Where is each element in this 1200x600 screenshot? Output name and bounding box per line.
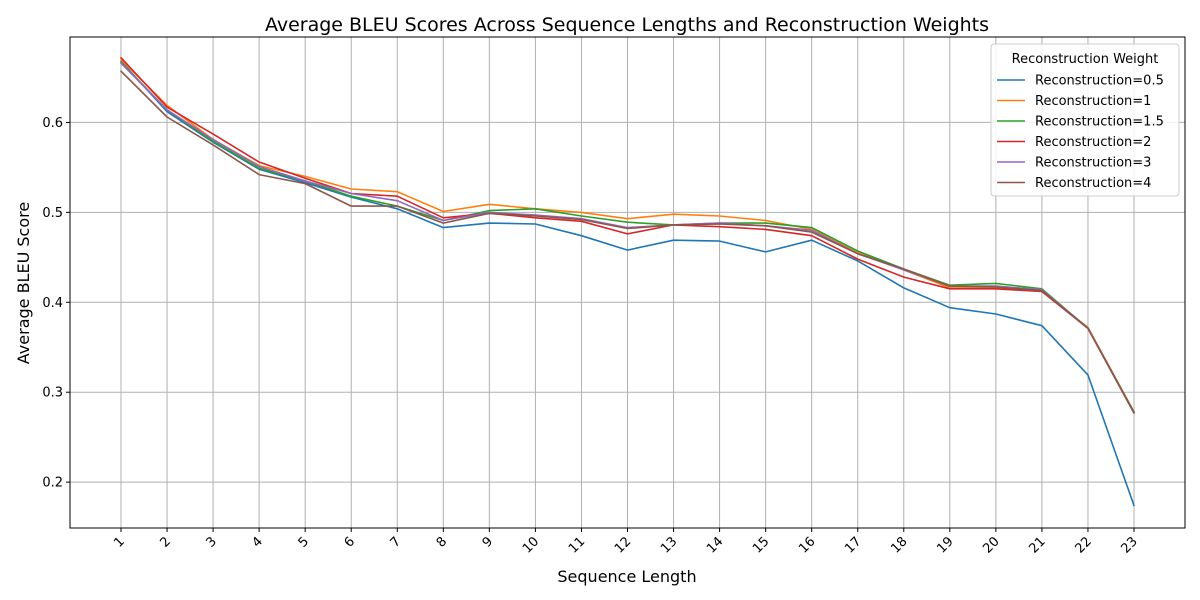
- legend-label: Reconstruction=4: [1035, 176, 1151, 191]
- grid: [70, 37, 1185, 528]
- x-tick-label: 3: [203, 534, 219, 550]
- x-tick-label: 1: [111, 534, 127, 550]
- legend-label: Reconstruction=1: [1035, 94, 1151, 109]
- legend: Reconstruction Weight Reconstruction=0.5…: [990, 43, 1180, 197]
- y-tick-label: 0.2: [42, 476, 63, 491]
- x-tick-label: 10: [520, 534, 542, 556]
- series-line-4: [120, 56, 1135, 414]
- x-axis-title: Sequence Length: [557, 567, 696, 586]
- legend-label: Reconstruction=0.5: [1035, 74, 1164, 89]
- x-tick-label: 11: [566, 534, 588, 556]
- legend-items: Reconstruction=0.5 Reconstruction=1 Recons…: [997, 74, 1164, 191]
- legend-label: Reconstruction=1.5: [1035, 115, 1164, 130]
- legend-label: Reconstruction=3: [1035, 156, 1151, 171]
- x-tick-label: 7: [388, 534, 404, 550]
- series-line-6: [120, 70, 1135, 414]
- y-axis-title: Average BLEU Score: [14, 202, 33, 364]
- legend-box: [990, 43, 1180, 197]
- x-tick-label: 23: [1119, 534, 1141, 556]
- x-tick-label: 15: [750, 534, 772, 556]
- series-lines: [120, 56, 1135, 507]
- x-tick-label: 5: [296, 534, 312, 550]
- chart-title: Average BLEU Scores Across Sequence Leng…: [265, 14, 989, 36]
- x-tick-label: 21: [1026, 534, 1048, 556]
- x-tick-label: 19: [934, 534, 956, 556]
- x-tick-label: 6: [342, 534, 358, 550]
- x-tick-label: 17: [842, 534, 864, 556]
- legend-label: Reconstruction=2: [1035, 135, 1151, 150]
- series-line-1: [120, 60, 1135, 507]
- x-tick-label: 8: [434, 534, 450, 550]
- x-tick-label: 18: [888, 534, 910, 556]
- x-tick-label: 2: [157, 534, 173, 550]
- y-tick-label: 0.5: [42, 206, 63, 221]
- legend-title: Reconstruction Weight: [1012, 52, 1159, 67]
- x-tick-label: 14: [704, 534, 726, 556]
- x-tick-label: 16: [796, 534, 818, 556]
- y-tick-label: 0.6: [42, 116, 63, 131]
- y-axis-ticks: 0.2 0.3 0.4 0.5 0.6: [42, 116, 70, 491]
- x-tick-label: 9: [480, 534, 496, 550]
- x-tick-label: 12: [612, 534, 634, 556]
- x-tick-label: 13: [658, 534, 680, 556]
- x-tick-label: 4: [250, 534, 266, 550]
- y-tick-label: 0.4: [42, 296, 63, 311]
- y-tick-label: 0.3: [42, 386, 63, 401]
- x-tick-label: 20: [980, 534, 1002, 556]
- x-tick-label: 22: [1072, 534, 1094, 556]
- x-axis-ticks: 1 2 3 4 5 6 7 8 9 10 11 12 13 14 15 16 17 18 19 20 21 22 23: [111, 528, 1141, 557]
